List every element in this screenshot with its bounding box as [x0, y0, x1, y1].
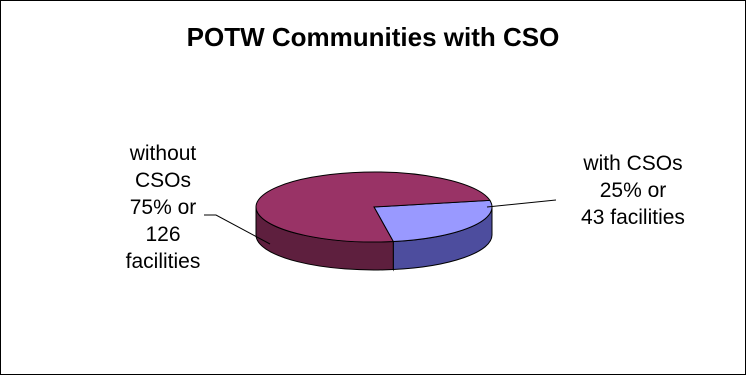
leader-line-without: [204, 214, 271, 245]
slice-label-without-line-0: without: [129, 142, 197, 165]
leader-line-with: [486, 199, 557, 208]
slice-label-with-line-0: with CSOs: [583, 152, 683, 175]
slice-label-with-line-1: 25% or: [599, 179, 667, 202]
slice-label-without-line-4: facilities: [125, 250, 201, 273]
slice-label-without-line-1: CSOs: [134, 169, 191, 192]
chart-title: POTW Communities with CSO: [186, 22, 560, 52]
slice-label-without: without CSOs 75% or 126 facilities: [88, 140, 238, 275]
slice-label-without-line-2: 75% or: [129, 196, 197, 219]
slice-label-with-line-2: 43 facilities: [581, 206, 685, 229]
pie-slice-without: [255, 171, 491, 243]
slice-label-with: with CSOs 25% or 43 facilities: [548, 150, 718, 231]
slice-label-without-line-3: 126: [145, 223, 181, 246]
